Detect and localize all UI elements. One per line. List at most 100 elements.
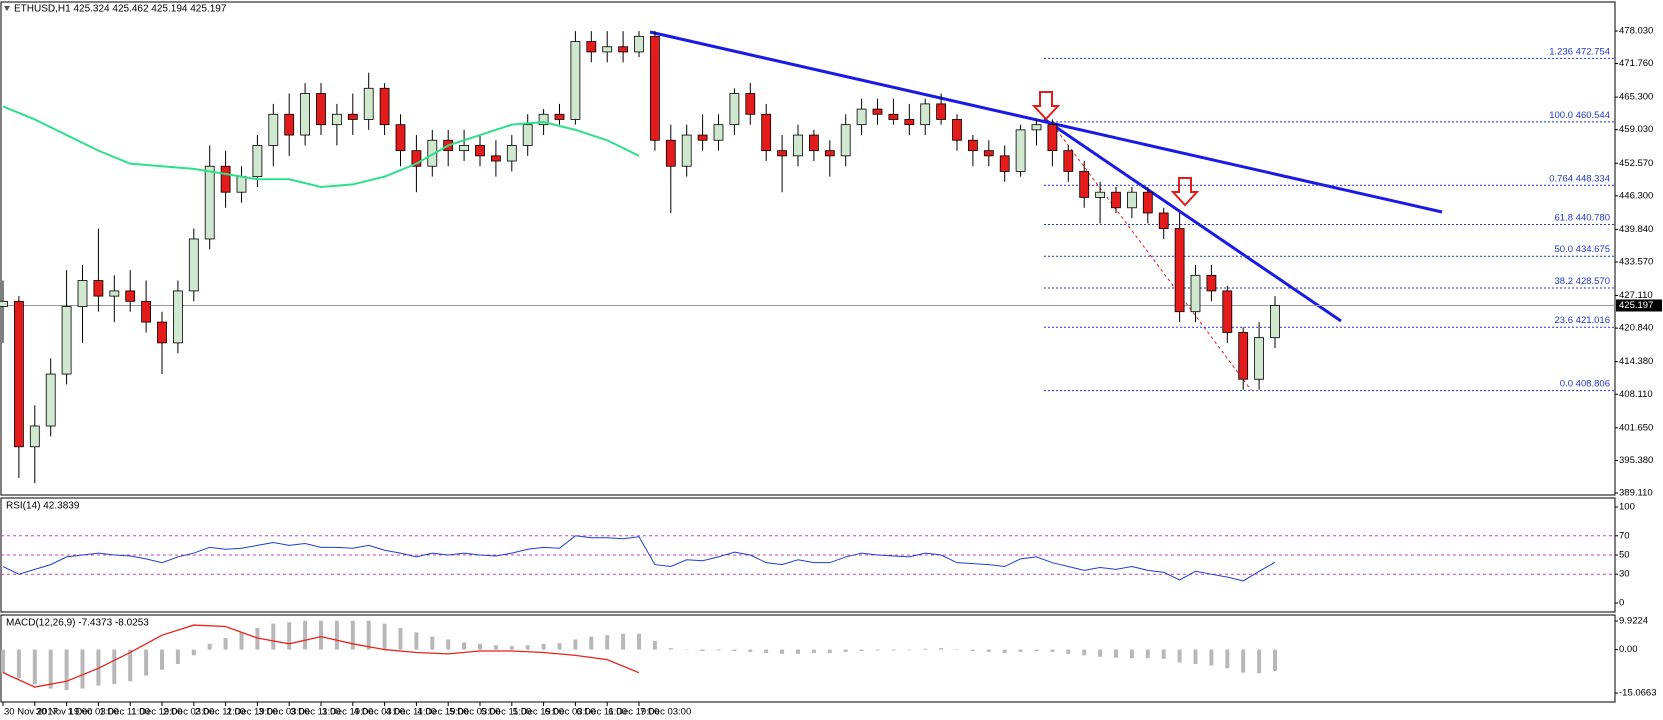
macd-bar [557,643,562,650]
macd-bar [525,645,530,650]
macd-bar [1129,649,1134,659]
candle-body [1206,274,1217,292]
fib-level: 50.0 [1555,244,1574,255]
candle-body [331,113,342,126]
macd-bar [573,639,578,650]
x-tick-label: 3 Dec 03:00 [258,707,309,718]
y-tick-label: 478.030 [1619,26,1653,37]
macd-bar [1193,649,1198,664]
macd-bar [1225,649,1230,669]
macd-bar [16,649,21,679]
fib-label: 50.0 434.675 [1555,244,1610,255]
candle-body [1015,129,1026,172]
y-tick-label: 439.840 [1619,224,1653,235]
fib-anchor-line [1052,124,1252,391]
y-tick-label: 446.300 [1619,190,1653,201]
macd-bar [1209,649,1214,666]
macd-bar [1161,649,1166,659]
x-tick-label: 7 Dec 03:00 [640,707,691,718]
candle-body [745,93,756,115]
candle-body [1158,212,1169,229]
x-tick-label: 5 Dec 11:00 [481,707,532,718]
candle-body [713,124,724,141]
macd-bar [493,645,498,650]
candle-body [220,165,231,193]
macd-bar [1034,649,1039,652]
macd-bar [541,643,546,650]
macd-bar [923,648,928,650]
candle-body [157,321,167,344]
x-tick-label: 4 Dec 03:00 [354,707,405,718]
fib-level: 100.0 [1549,109,1573,120]
macd-bar [732,649,737,652]
y-tick-label: 433.570 [1619,256,1653,267]
y-tick-label: 452.570 [1619,158,1653,169]
macd-bar [32,649,37,685]
x-tick-label: 6 Dec 03:00 [545,707,596,718]
y-tick-label: 420.840 [1619,323,1653,334]
x-tick-label: 1 Dec 19:00 [131,707,182,718]
y-tick-label: 0.00 [1619,644,1638,655]
candle-body [347,113,358,120]
macd-bar [875,649,880,651]
macd-bar [700,649,705,652]
fib-level: 0.0 [1560,378,1573,389]
candle-body [856,108,867,126]
candle-body [952,119,962,141]
y-tick-label: 30 [1619,569,1630,580]
macd-bar [621,633,626,650]
candle-body [872,108,883,115]
macd-bar [605,635,610,650]
candle-body [1111,191,1121,209]
candle-body [45,373,56,427]
macd-bar [589,636,594,650]
macd-bar [478,643,482,650]
candle-body [363,87,374,120]
macd-bar [191,649,196,656]
y-tick-label: 414.380 [1619,356,1653,367]
arrow-marker [1031,91,1061,121]
macd-bar [239,632,244,650]
macd-bar [446,639,451,650]
rsi-line [2,535,1276,582]
macd-bar [811,649,816,654]
candle-body [1238,332,1249,380]
macd-bar [637,633,641,650]
macd-bar [64,649,69,690]
symbol-icon [4,6,10,11]
macd-bar [843,649,848,652]
candle-body [920,103,931,126]
candle-body [904,119,915,126]
candle-body [968,139,978,152]
candle-body [1047,124,1058,152]
candle-body [999,155,1010,172]
macd-bar [748,649,753,652]
macd-bar [1257,649,1262,674]
x-tick-label: 4 Dec 19:00 [417,707,468,718]
macd-bar [207,643,212,650]
macd-bar [1050,649,1055,652]
macd-bar [668,648,673,650]
candle-body [125,290,136,302]
fib-label: 23.6 421.016 [1555,315,1610,326]
macd-bar [1098,649,1103,657]
x-tick-label: 2 Dec 19:00 [227,707,278,718]
macd-bar [255,627,260,650]
candle-body [0,300,8,307]
macd-bar [986,649,991,652]
x-tick-label: 1 Dec 11:00 [99,707,150,718]
macd-bar [1066,649,1071,654]
x-tick-label: 5 Dec 03:00 [449,707,500,718]
candle-body [252,145,263,178]
candle-body [379,87,390,126]
candle-body [983,150,994,157]
candle-body [29,425,40,448]
candle-body [1190,274,1201,313]
candle-body [777,150,787,157]
y-tick-label: 459.030 [1619,124,1653,135]
y-tick-label: 408.110 [1619,389,1653,400]
candle-body [395,124,406,152]
last-price-box [1616,299,1662,312]
macd-bar [509,646,514,650]
